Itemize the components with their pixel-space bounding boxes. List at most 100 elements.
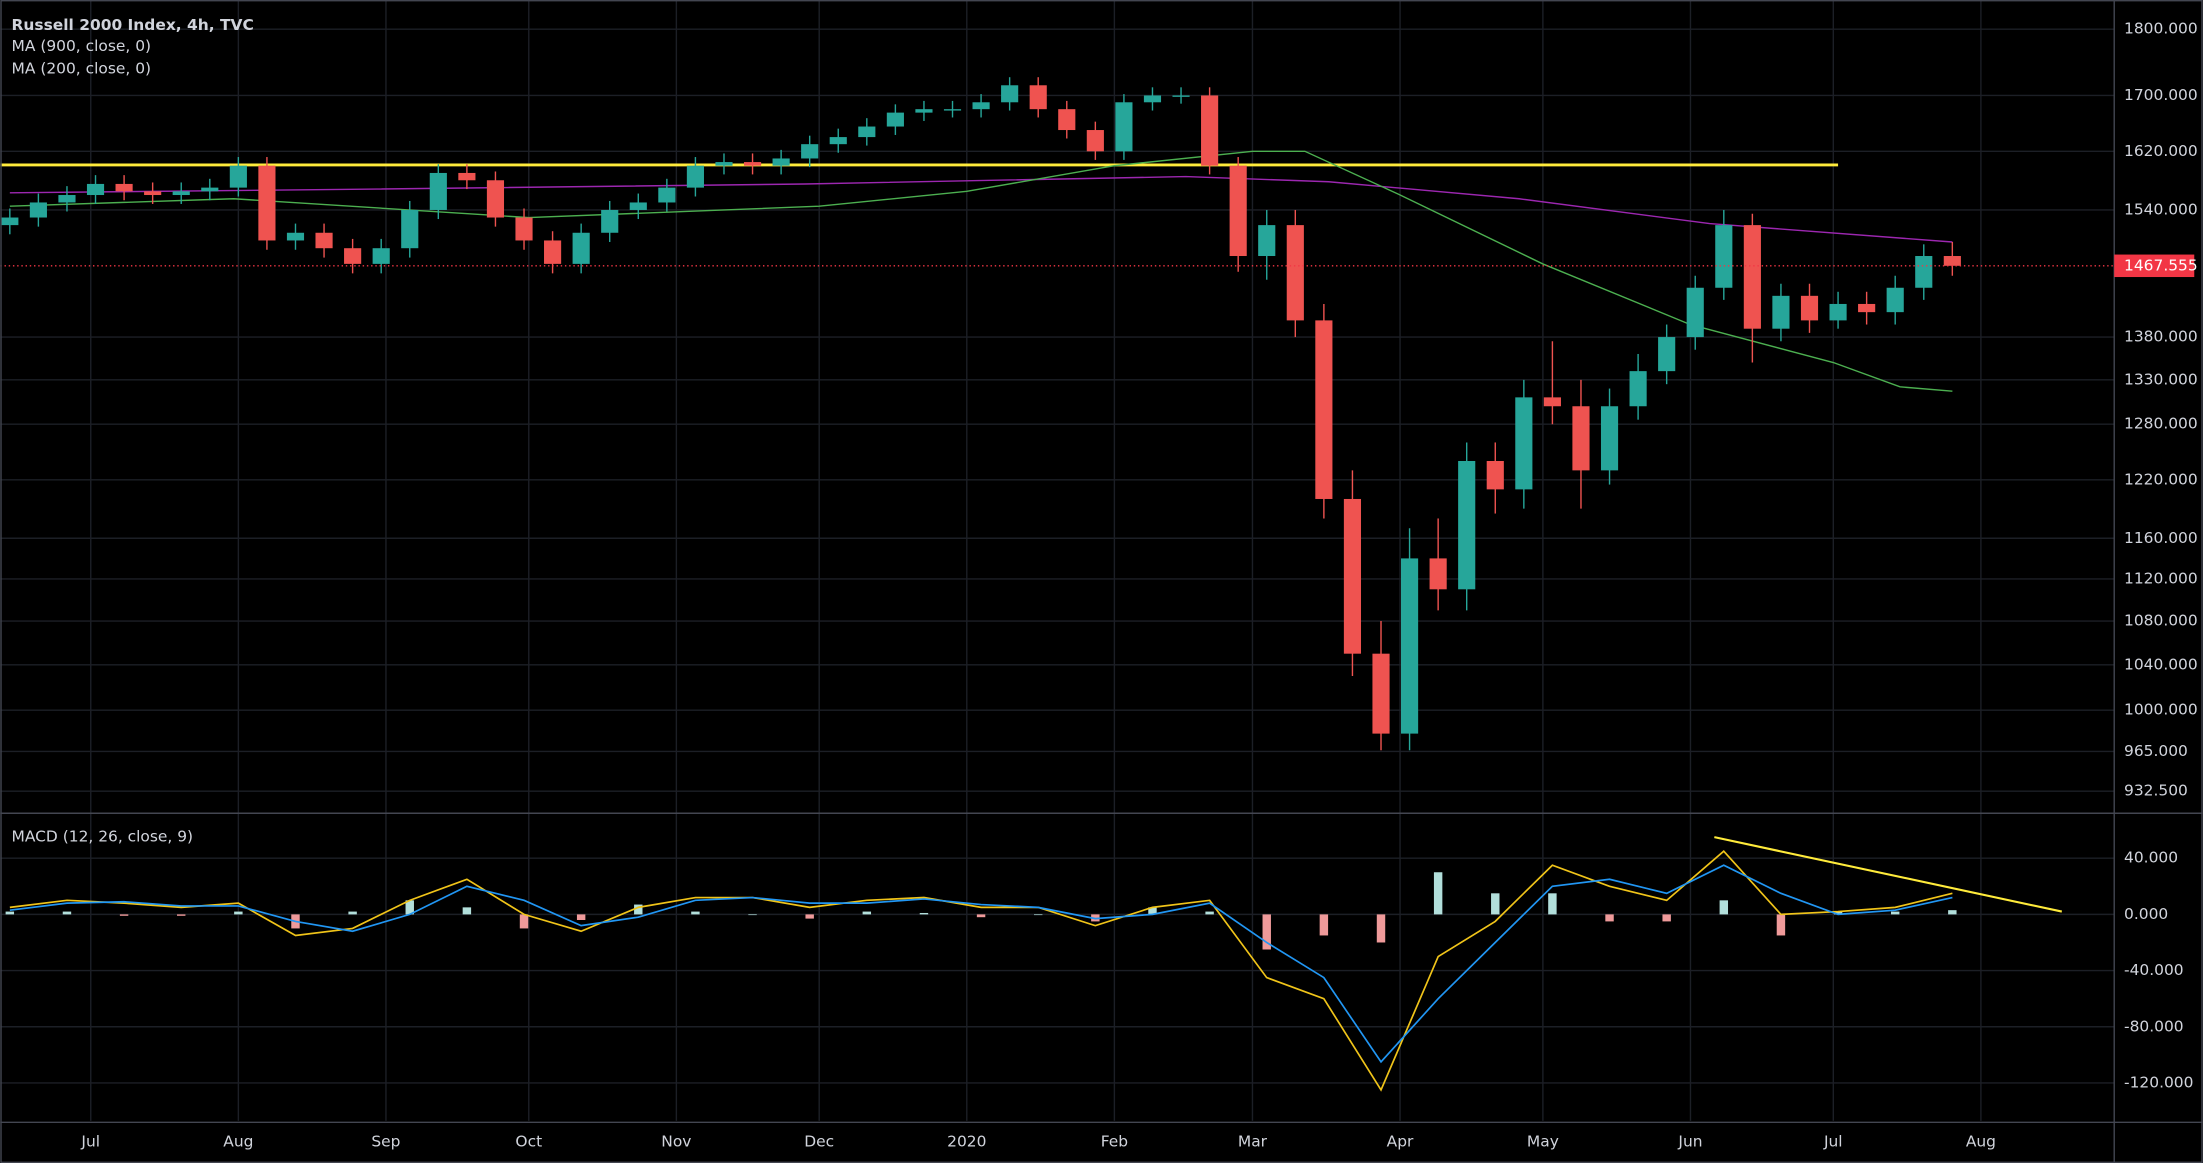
candle-body <box>1543 397 1561 407</box>
last-price-box <box>2114 254 2195 278</box>
candle-body <box>144 191 162 196</box>
candle-body <box>1886 287 1904 313</box>
histogram-bar <box>862 911 872 915</box>
candle-body <box>401 209 419 249</box>
candle-body <box>58 195 76 203</box>
histogram-bar <box>1948 910 1957 915</box>
histogram-bar <box>1262 914 1271 950</box>
candle-body <box>1658 337 1676 372</box>
x-tick-label: Mar <box>1238 1132 1268 1150</box>
x-tick-label: Feb <box>1101 1132 1128 1150</box>
histogram-bar <box>462 907 472 915</box>
legend-entry: MA (200, close, 0) <box>12 59 152 77</box>
histogram-bar <box>1433 872 1443 915</box>
candle-body <box>1629 371 1647 407</box>
candle-body <box>1201 95 1219 166</box>
y-tick-label: 932.500 <box>2124 782 2188 800</box>
candle-body <box>515 217 533 241</box>
y-tick-label: 1620.000 <box>2124 142 2198 160</box>
histogram-bar <box>1833 911 1843 915</box>
plot-layer <box>0 0 2115 1121</box>
x-tick-label: Dec <box>804 1132 834 1150</box>
macd-title: MACD (12, 26, close, 9) <box>12 828 194 846</box>
histogram-bar <box>1776 914 1786 936</box>
y-tick-label: 965.000 <box>2124 742 2188 760</box>
candle-body <box>286 232 305 241</box>
last-price-label: 1467.555 <box>2124 256 2198 274</box>
candle-body <box>858 126 876 138</box>
y-tick-label: 1280.000 <box>2124 415 2198 433</box>
x-tick-label: 2020 <box>947 1132 986 1150</box>
histogram-bar <box>805 914 814 919</box>
histogram-bar <box>177 914 186 916</box>
y-tick-label: 1120.000 <box>2124 569 2198 587</box>
candle-body <box>1686 287 1704 338</box>
x-tick-label: Jun <box>1677 1132 1702 1150</box>
x-tick-label: Aug <box>1966 1132 1996 1150</box>
candle-body <box>886 112 904 127</box>
y-tick-label: 1000.000 <box>2124 701 2198 719</box>
candle-body <box>1943 256 1961 266</box>
y-tick-label: 1700.000 <box>2124 86 2198 104</box>
y-tick-label: 1380.000 <box>2124 328 2198 346</box>
histogram-bar <box>234 911 243 915</box>
histogram-bar <box>691 911 700 915</box>
candle-body <box>229 165 247 188</box>
candle-body <box>1086 130 1104 152</box>
y-tick-label: 1800.000 <box>2124 20 2198 38</box>
y-tick-label: 1160.000 <box>2124 529 2198 547</box>
histogram-bar <box>634 904 643 915</box>
candle-body <box>715 162 733 166</box>
histogram-bar <box>1719 900 1729 915</box>
histogram-bar <box>748 914 757 916</box>
histogram-bar <box>405 900 414 915</box>
y-tick-label: -40.000 <box>2124 961 2184 979</box>
candle-body <box>1772 295 1790 329</box>
x-tick-label: May <box>1527 1132 1559 1150</box>
candle-body <box>1858 303 1876 313</box>
candle-body <box>86 183 105 196</box>
candle-body <box>458 172 476 181</box>
candle-body <box>1715 225 1733 288</box>
candle-body <box>1829 303 1847 321</box>
legend-entry: MA (900, close, 0) <box>12 37 152 55</box>
candle-body <box>1800 295 1819 321</box>
histogram-bar <box>1890 911 1900 915</box>
y-tick-label: -120.000 <box>2124 1073 2193 1091</box>
candle-body <box>1029 85 1047 110</box>
histogram-bar <box>1491 893 1500 915</box>
candle-body <box>486 180 505 218</box>
candle-body <box>258 165 276 241</box>
candle-body <box>972 102 990 110</box>
candle-body <box>1258 225 1276 257</box>
x-tick-label: Aug <box>223 1132 253 1150</box>
candle-body <box>743 162 762 166</box>
trend-line <box>1714 836 2063 913</box>
histogram-bar <box>519 914 529 929</box>
x-tick-label: Oct <box>515 1132 542 1150</box>
candle-body <box>1343 498 1362 654</box>
candle-body <box>686 165 704 188</box>
candle-body <box>544 240 562 264</box>
histogram-bar <box>1033 914 1043 916</box>
candle-body <box>315 232 333 249</box>
chart-title: Russell 2000 Index, 4h, TVC <box>12 16 254 34</box>
histogram-bar <box>576 914 586 921</box>
y-tick-label: 40.000 <box>2124 849 2178 867</box>
histogram-bar <box>5 911 15 915</box>
y-tick-label: 1330.000 <box>2124 370 2198 388</box>
candle-body <box>1429 558 1447 590</box>
candle-body <box>1229 165 1247 257</box>
candle-body <box>29 202 47 218</box>
macd-line <box>9 864 1953 1064</box>
candle-body <box>1115 102 1133 152</box>
histogram-bar <box>62 911 72 915</box>
candle-body <box>1058 109 1076 131</box>
candle-body <box>1001 85 1019 103</box>
x-tick-label: Jul <box>80 1132 100 1150</box>
candle-body <box>1315 320 1333 499</box>
moving-average <box>9 175 1953 243</box>
